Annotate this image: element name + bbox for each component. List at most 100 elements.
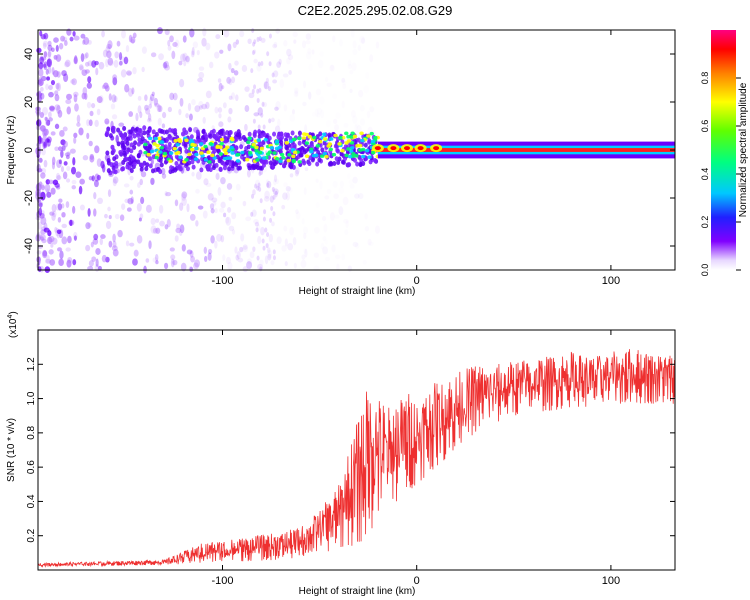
spectrogram-cell — [347, 154, 353, 159]
spectrogram-cell — [112, 233, 116, 243]
spectrogram-cell — [161, 167, 166, 176]
spectrogram-cell — [47, 44, 53, 52]
spectrogram-cell — [307, 91, 312, 100]
spectrogram-cell — [164, 190, 168, 197]
spectrogram-cell — [139, 132, 144, 138]
spectrogram-cell — [308, 64, 312, 72]
spectrogram-cell — [293, 262, 297, 269]
spectrogram-cell — [272, 194, 276, 200]
spectrogram-cell — [145, 258, 150, 263]
spectrogram-cell — [81, 69, 88, 76]
spectrogram-cell — [147, 113, 152, 122]
spectrogram-cell — [160, 128, 165, 134]
spectrogram-cell — [78, 127, 84, 136]
spectrogram-cell — [231, 161, 236, 167]
colorbar-tick-label: 0.6 — [700, 120, 710, 133]
spectrogram-cell — [143, 142, 148, 147]
spectrogram-cell — [101, 254, 107, 263]
spectrogram-cell — [211, 197, 218, 203]
spectrogram-cell — [108, 133, 113, 139]
spectrogram-cell — [139, 178, 143, 186]
spectrogram-cell — [239, 30, 245, 38]
spectrogram-cell — [61, 223, 67, 229]
spectrogram-cell — [104, 85, 110, 92]
spectrogram-cell — [112, 168, 117, 174]
spectrogram-cell — [281, 245, 287, 252]
spectrogram-cell — [217, 107, 223, 113]
snr-panel: -100 0 100 0.2 0.4 0.6 0.8 1.0 1.2 Height of st… — [6, 311, 676, 597]
spectrogram-cell — [111, 94, 117, 103]
spectrogram-cell — [185, 113, 189, 119]
spectrogram-cell — [159, 145, 165, 150]
spectrogram-cell — [191, 47, 195, 56]
spectrogram-cell — [144, 94, 148, 102]
spectrogram-cell — [209, 61, 214, 69]
spectrogram-cell — [343, 123, 348, 128]
spectrogram-cell — [87, 222, 93, 228]
spectrogram-cell — [244, 86, 250, 92]
spectrogram-cell — [283, 40, 288, 47]
spectrogram-cell — [184, 148, 189, 154]
spectrogram-cell — [151, 129, 156, 135]
spectrogram-cell — [305, 40, 311, 45]
spectrogram-cell — [259, 198, 263, 204]
spectrogram-cell — [188, 266, 193, 272]
spectrogram-cell — [179, 202, 184, 211]
spectrogram-cell — [218, 166, 223, 172]
spectrogram-cell — [302, 80, 307, 89]
spectrogram-cell — [54, 146, 59, 151]
spectrogram-cell — [164, 224, 169, 230]
spectrogram-cell — [218, 113, 222, 119]
spectrogram-cell — [257, 107, 263, 116]
spectrogram-cell — [258, 165, 263, 171]
spectrogram-cell — [64, 140, 68, 148]
spectrogram-cell — [252, 189, 256, 196]
spectrogram-cell — [182, 52, 188, 62]
spectrogram-cell — [112, 240, 117, 248]
spectrogram-cell — [337, 142, 342, 146]
spectrogram-cell — [268, 61, 272, 67]
spectrogram-cell — [223, 212, 227, 218]
spectrogram-cell — [307, 161, 312, 167]
spectrogram-cell — [151, 91, 155, 97]
spectrogram-cell — [322, 216, 327, 222]
spectrogram-cell — [167, 39, 171, 47]
spectrogram-cell — [286, 57, 291, 65]
spectrogram-cell — [173, 138, 178, 143]
spectrogram-cell — [251, 193, 255, 199]
spectrogram-cell — [197, 205, 204, 210]
spectrogram-cell — [272, 255, 276, 261]
spectrogram-cell — [291, 147, 296, 152]
snr-scale-label: (x104) — [7, 311, 19, 338]
spectrogram-cell — [336, 263, 340, 271]
spectrogram-cell — [227, 207, 232, 213]
spectrogram-cell — [209, 203, 215, 210]
spectrogram-cell — [118, 52, 123, 61]
spectrogram-cell — [208, 133, 213, 139]
spectrogram-cell — [162, 151, 168, 156]
spectrogram-cell — [252, 246, 256, 252]
spectrogram-cell — [292, 237, 297, 246]
spectrogram-cell — [342, 196, 349, 206]
spectrogram-cell — [247, 131, 252, 137]
spectrogram-x-ticks: -100 0 100 — [211, 30, 620, 287]
spectrogram-cell — [66, 151, 71, 156]
spectrogram-cell — [108, 240, 113, 248]
spectrogram-cell — [249, 251, 255, 259]
spectrogram-cell — [373, 158, 378, 164]
spectrogram-cell — [104, 213, 108, 219]
spectrogram-cell — [79, 178, 85, 185]
spectrogram-cell — [189, 28, 195, 38]
spectrogram-cell — [164, 262, 169, 270]
spectrogram-cell — [170, 128, 175, 134]
spectrogram-cell — [155, 260, 159, 265]
spectrogram-cell — [126, 207, 132, 212]
spectrogram-cell — [55, 203, 61, 211]
spectrogram-cell — [332, 35, 336, 43]
spectrogram-cell — [51, 156, 56, 166]
spectrogram-cell — [228, 78, 233, 86]
spectrogram-cell — [112, 74, 118, 82]
spectrogram-cell — [219, 207, 225, 213]
spectrogram-cell — [45, 68, 49, 75]
spectrogram-cell — [346, 162, 351, 168]
